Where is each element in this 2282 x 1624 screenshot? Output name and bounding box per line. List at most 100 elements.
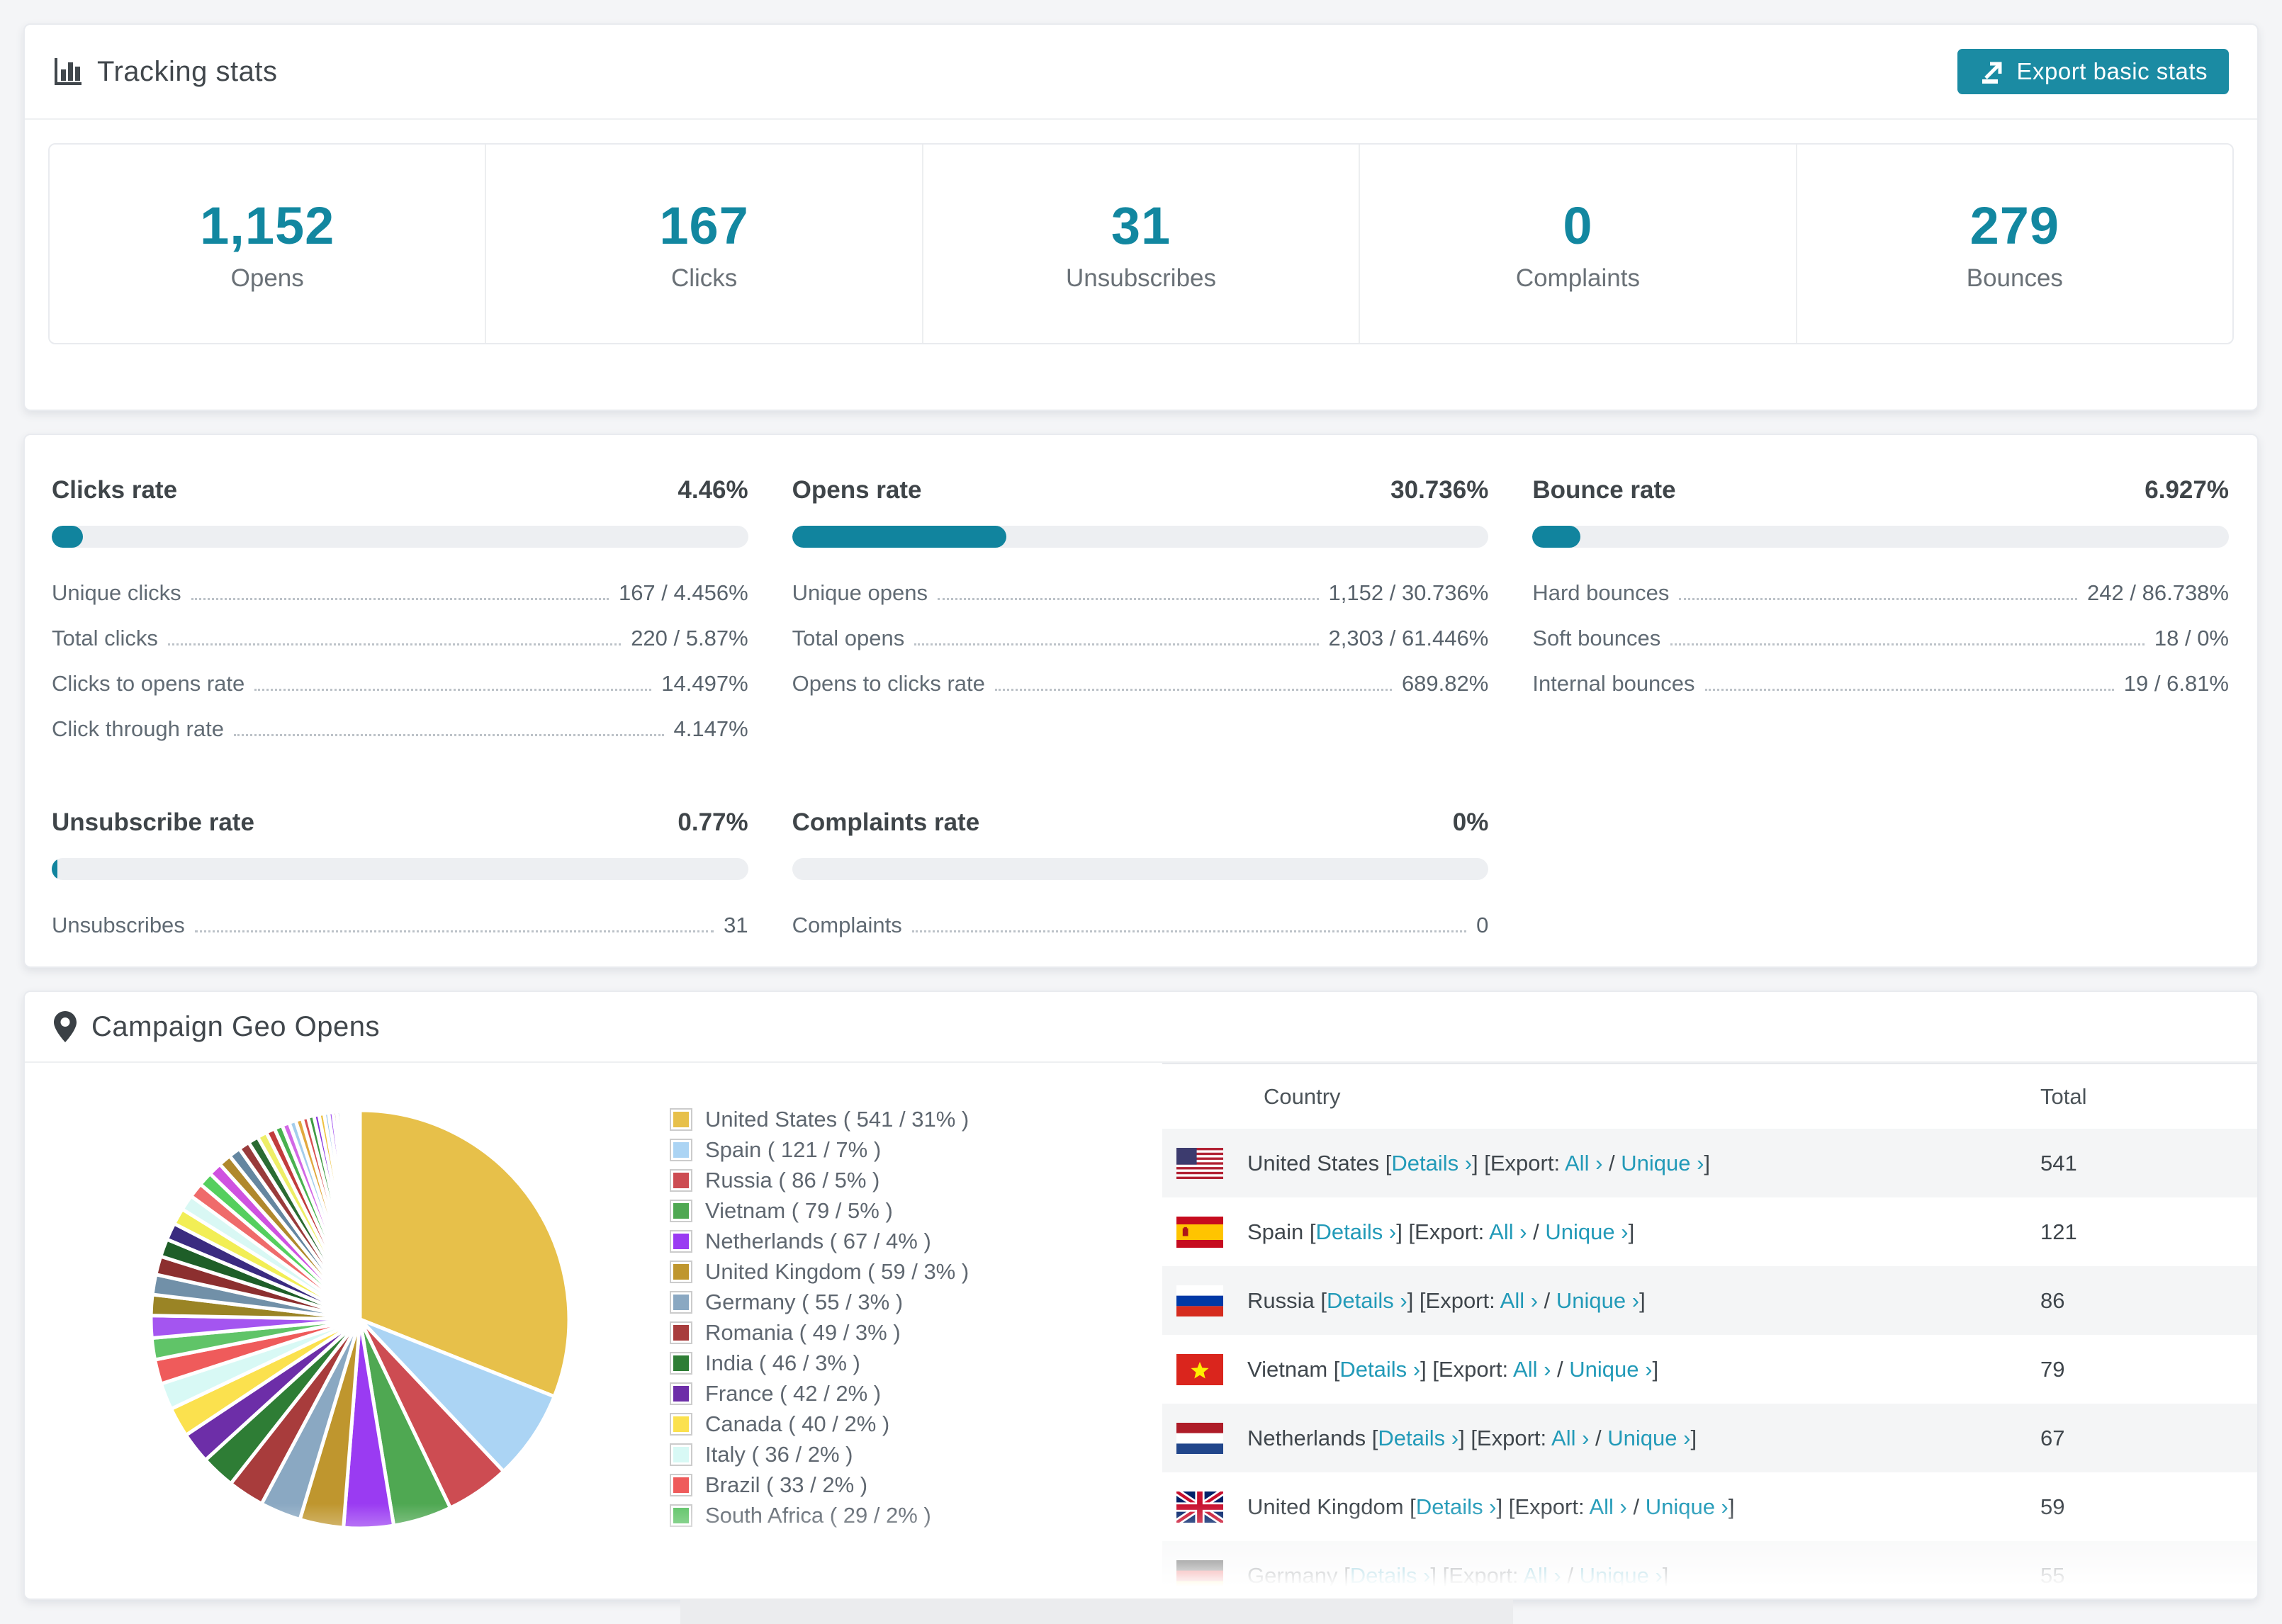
legend-item-label: Canada ( 40 / 2% ): [705, 1411, 890, 1436]
rate-detail-value: 2,303 / 61.446%: [1328, 626, 1489, 650]
static-text: ]: [1728, 1494, 1735, 1519]
legend-item-label: Germany ( 55 / 3% ): [705, 1289, 904, 1314]
legend-item-united-states: United States ( 541 / 31% ): [670, 1104, 1068, 1134]
rate-title: Unsubscribe rate: [52, 808, 254, 836]
geo-table-row-united-states: United States [Details ›] [Export: All ›…: [1162, 1129, 2257, 1197]
geo-table-row-united-kingdom: United Kingdom [Details ›] [Export: All …: [1162, 1472, 2257, 1541]
rate-detail-label: Unsubscribes: [52, 913, 185, 937]
country-cell-text: United States [Details ›] [Export: All ›…: [1247, 1151, 1710, 1176]
russia-flag-icon: [1176, 1285, 1223, 1316]
united-kingdom-flag-icon: [1176, 1491, 1223, 1523]
stat-bounces: 279 Bounces: [1795, 145, 2232, 343]
rate-detail-value: 220 / 5.87%: [631, 626, 748, 650]
static-text: Germany [: [1247, 1562, 1350, 1588]
legend-color-swatch: [670, 1290, 692, 1314]
legend-item-spain: Spain ( 121 / 7% ): [670, 1134, 1068, 1165]
legend-item-france: France ( 42 / 2% ): [670, 1378, 1068, 1409]
export-all-link-germany[interactable]: All ›: [1523, 1562, 1561, 1588]
export-all-link-united-states[interactable]: All ›: [1565, 1150, 1603, 1175]
rate-block-complaints-rate: Complaints rate 0% Complaints 0: [792, 808, 1489, 948]
export-all-link-spain[interactable]: All ›: [1489, 1219, 1527, 1244]
static-text: ] [Export:: [1407, 1287, 1500, 1313]
geo-title-text: Campaign Geo Opens: [91, 1010, 381, 1042]
geo-table-wrap: Country Total United States [Details ›] …: [1162, 1063, 2257, 1598]
spain-flag-icon: [1176, 1216, 1223, 1248]
country-total-value: 67: [2040, 1425, 2065, 1450]
export-unique-link-united-kingdom[interactable]: Unique ›: [1645, 1494, 1729, 1519]
static-text: /: [1602, 1150, 1621, 1175]
export-all-link-netherlands[interactable]: All ›: [1551, 1425, 1590, 1450]
static-text: Spain [: [1247, 1219, 1316, 1244]
legend-color-swatch: [670, 1229, 692, 1253]
legend-item-canada: Canada ( 40 / 2% ): [670, 1409, 1068, 1439]
dotted-leader: [191, 598, 609, 600]
legend-item-germany: Germany ( 55 / 3% ): [670, 1287, 1068, 1317]
geo-pie-chart: [142, 1102, 578, 1537]
country-cell-text: Netherlands [Details ›] [Export: All › /…: [1247, 1426, 1697, 1451]
rate-percent-value: 6.927%: [2145, 476, 2229, 504]
country-total-value: 79: [2040, 1356, 2065, 1382]
bar-chart-icon: [53, 57, 83, 86]
static-text: /: [1561, 1562, 1580, 1588]
static-text: ]: [1704, 1150, 1711, 1175]
rate-percent-value: 0%: [1452, 808, 1489, 836]
dotted-leader: [233, 734, 664, 736]
rate-detail-row: Clicks to opens rate 14.497%: [52, 661, 748, 706]
legend-item-vietnam: Vietnam ( 79 / 5% ): [670, 1195, 1068, 1226]
country-total-value: 121: [2040, 1219, 2077, 1244]
details-link-vietnam[interactable]: Details ›: [1339, 1356, 1421, 1382]
export-unique-link-netherlands[interactable]: Unique ›: [1607, 1425, 1691, 1450]
export-all-link-united-kingdom[interactable]: All ›: [1589, 1494, 1627, 1519]
page-title: Tracking stats: [53, 56, 277, 88]
export-unique-link-russia[interactable]: Unique ›: [1556, 1287, 1640, 1313]
rate-block-opens-rate: Opens rate 30.736% Unique opens 1,152 / 30.…: [792, 476, 1489, 752]
details-link-russia[interactable]: Details ›: [1326, 1287, 1407, 1313]
pie-slice-other: [357, 1108, 362, 1320]
export-unique-link-spain[interactable]: Unique ›: [1545, 1219, 1629, 1244]
dotted-leader: [194, 930, 714, 932]
details-link-germany[interactable]: Details ›: [1349, 1562, 1431, 1588]
static-text: United States [: [1247, 1150, 1392, 1175]
location-pin-icon: [53, 1010, 77, 1043]
rate-detail-value: 1,152 / 30.736%: [1328, 580, 1489, 605]
dotted-leader: [1704, 689, 2114, 691]
export-unique-link-united-states[interactable]: Unique ›: [1621, 1150, 1704, 1175]
rate-progress-bar: [52, 858, 748, 880]
country-cell-text: Russia [Details ›] [Export: All › / Uniq…: [1247, 1288, 1646, 1314]
legend-item-label: United States ( 541 / 31% ): [705, 1106, 969, 1132]
details-link-netherlands[interactable]: Details ›: [1378, 1425, 1459, 1450]
rate-detail-label: Internal bounces: [1532, 671, 1695, 696]
rate-percent-value: 0.77%: [678, 808, 748, 836]
rate-block-bounce-rate: Bounce rate 6.927% Hard bounces 242 / 86.73…: [1532, 476, 2229, 752]
legend-item-label: Russia ( 86 / 5% ): [705, 1167, 880, 1192]
rate-detail-label: Click through rate: [52, 716, 224, 741]
legend-color-swatch: [670, 1412, 692, 1436]
country-total-value: 86: [2040, 1287, 2065, 1313]
legend-item-south-africa: South Africa ( 29 / 2% ): [670, 1500, 1068, 1530]
rate-detail-value: 4.147%: [673, 716, 748, 741]
rates-grid: Clicks rate 4.46% Unique clicks 167 / 4.456…: [25, 435, 2257, 948]
rate-detail-label: Opens to clicks rate: [792, 671, 985, 696]
details-link-united-states[interactable]: Details ›: [1391, 1150, 1473, 1175]
static-text: ] [Export:: [1420, 1356, 1514, 1382]
netherlands-flag-icon: [1176, 1422, 1223, 1454]
export-all-link-vietnam[interactable]: All ›: [1513, 1356, 1551, 1382]
rate-detail-value: 18 / 0%: [2154, 626, 2229, 650]
export-basic-stats-button[interactable]: Export basic stats: [1957, 49, 2229, 94]
export-icon: [1979, 58, 2006, 85]
export-unique-link-vietnam[interactable]: Unique ›: [1569, 1356, 1653, 1382]
rate-progress-bar: [1532, 526, 2229, 548]
rate-detail-row: Opens to clicks rate 689.82%: [792, 661, 1489, 706]
export-unique-link-germany[interactable]: Unique ›: [1579, 1562, 1663, 1588]
rate-title: Complaints rate: [792, 808, 980, 836]
rate-progress-bar: [792, 858, 1489, 880]
details-link-spain[interactable]: Details ›: [1315, 1219, 1397, 1244]
legend-item-netherlands: Netherlands ( 67 / 4% ): [670, 1226, 1068, 1256]
export-all-link-russia[interactable]: All ›: [1500, 1287, 1539, 1313]
static-text: Vietnam [: [1247, 1356, 1340, 1382]
details-link-united-kingdom[interactable]: Details ›: [1415, 1494, 1497, 1519]
geo-title: Campaign Geo Opens: [53, 1010, 380, 1043]
stat-opens: 1,152 Opens: [50, 145, 485, 343]
rate-block-unsubscribe-rate: Unsubscribe rate 0.77% Unsubscribes 31: [52, 808, 748, 948]
legend-color-swatch: [670, 1168, 692, 1192]
